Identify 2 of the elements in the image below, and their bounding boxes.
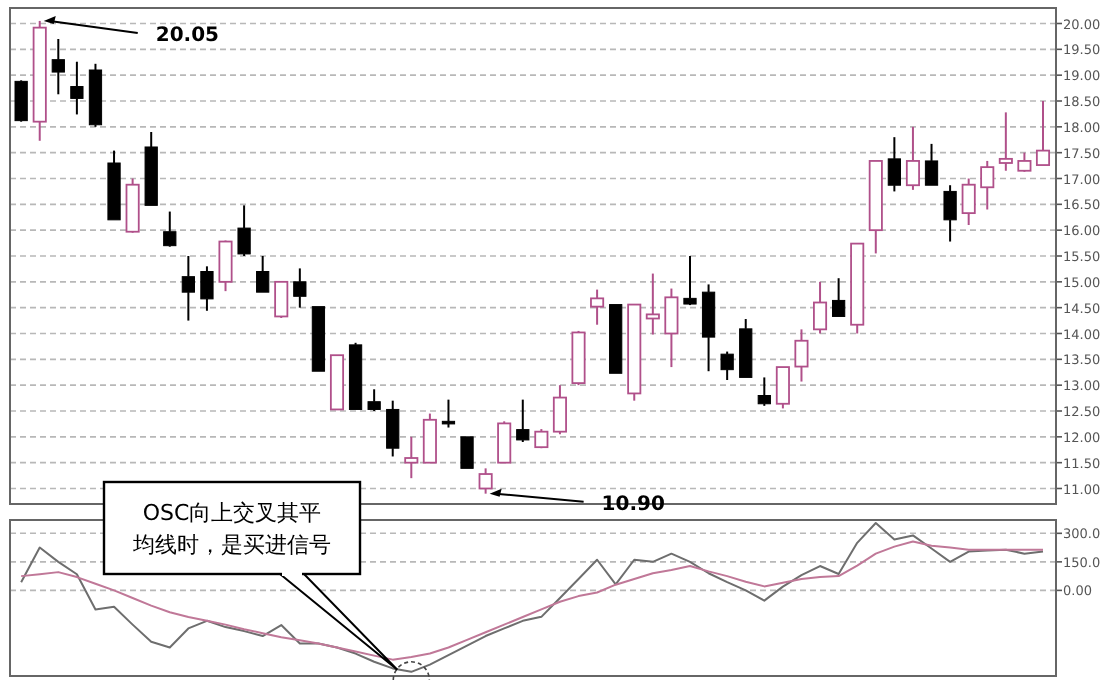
annotation: 20.05 <box>155 24 220 47</box>
annotation: OSC向上交叉其平均线时，是买进信号 <box>131 500 331 558</box>
